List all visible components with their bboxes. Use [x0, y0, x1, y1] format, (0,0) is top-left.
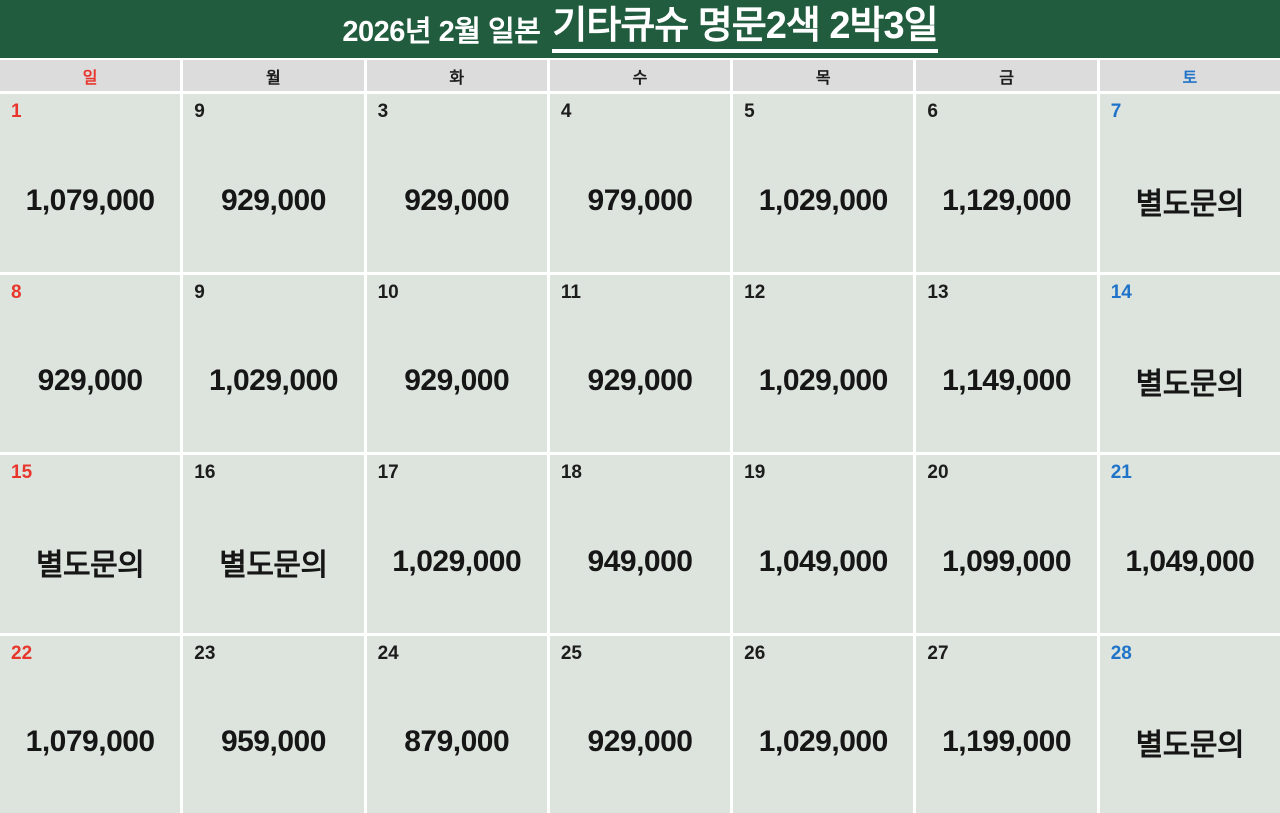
day-number: 26 — [744, 642, 766, 664]
day-cell-5-r0: 5 1,029,000 — [733, 94, 914, 272]
day-number: 20 — [927, 462, 949, 483]
day-number: 27 — [927, 642, 949, 664]
day-number: 3 — [377, 101, 389, 122]
price-value: 1,129,000 — [942, 183, 1072, 217]
day-cell-7-r0: 7 별도문의 — [1099, 94, 1280, 272]
price-value: 929,000 — [220, 183, 326, 217]
day-number: 13 — [927, 281, 949, 303]
day-cell-26-r3: 26 1,029,000 — [733, 635, 914, 813]
day-cell-14-r1: 14 별도문의 — [1099, 274, 1280, 452]
calendar-grid: 1 1,079,000 9 929,000 3 929,000 4 979,000 5 1,029… — [0, 94, 1280, 813]
title-bar: 2026년 2월 일본 기타큐슈 명문2색 2박3일 — [0, 0, 1280, 58]
price-value: 1,099,000 — [942, 544, 1072, 578]
weekday-label-1: 월 — [183, 60, 364, 91]
day-cell-4-r0: 4 979,000 — [549, 94, 731, 272]
day-cell-27-r3: 27 1,199,000 — [916, 635, 1097, 813]
day-number: 21 — [1110, 462, 1132, 483]
price-value: 929,000 — [587, 364, 693, 397]
weekday-label-2: 화 — [366, 60, 547, 91]
day-number: 24 — [377, 642, 399, 664]
day-cell-17-r2: 17 1,029,000 — [366, 455, 547, 633]
day-number: 12 — [744, 281, 766, 303]
day-number: 7 — [1110, 101, 1122, 122]
price-value: 1,149,000 — [942, 364, 1072, 397]
day-number: 8 — [11, 281, 22, 303]
price-value: 1,049,000 — [1125, 544, 1255, 578]
day-cell-25-r3: 25 929,000 — [549, 635, 731, 813]
price-value: 929,000 — [587, 725, 693, 758]
day-number: 9 — [194, 101, 205, 122]
weekday-label-3: 수 — [549, 60, 731, 91]
day-number: 1 — [11, 101, 22, 122]
day-number: 10 — [377, 281, 399, 303]
day-cell-12-r1: 12 1,029,000 — [733, 274, 914, 452]
weekday-label-0: 일 — [0, 60, 181, 91]
price-value: 1,029,000 — [208, 364, 338, 397]
day-number: 17 — [377, 462, 399, 483]
day-cell-9-r1: 9 1,029,000 — [183, 274, 364, 452]
weekday-label-4: 목 — [733, 60, 914, 91]
day-number: 15 — [11, 462, 33, 483]
price-value: 1,049,000 — [758, 544, 888, 578]
price-value: 879,000 — [404, 725, 510, 758]
price-value: 959,000 — [220, 725, 326, 758]
day-number: 5 — [744, 101, 755, 122]
price-value: 929,000 — [404, 183, 510, 217]
day-cell-23-r3: 23 959,000 — [183, 635, 364, 813]
inquiry-label: 별도문의 — [219, 548, 328, 582]
day-number: 14 — [1110, 281, 1132, 303]
weekday-label-5: 금 — [916, 60, 1097, 91]
day-number: 16 — [194, 462, 216, 483]
inquiry-label: 별도문의 — [35, 548, 145, 582]
weekday-label-6: 토 — [1099, 60, 1280, 91]
price-value: 1,029,000 — [758, 364, 888, 397]
price-value: 1,029,000 — [758, 183, 888, 217]
day-number: 28 — [1110, 642, 1132, 664]
price-value: 1,079,000 — [25, 183, 155, 217]
day-number: 4 — [560, 101, 572, 122]
day-number: 19 — [744, 462, 766, 483]
day-cell-9-r0: 9 929,000 — [183, 94, 364, 272]
day-number: 22 — [11, 642, 33, 664]
day-cell-20-r2: 20 1,099,000 — [916, 455, 1097, 633]
price-value: 979,000 — [587, 183, 693, 217]
day-number: 23 — [194, 642, 216, 664]
price-value: 929,000 — [37, 364, 143, 397]
day-cell-3-r0: 3 929,000 — [366, 94, 547, 272]
title-date-part: 2026년 2월 일본 — [342, 16, 541, 48]
inquiry-label: 별도문의 — [1135, 368, 1245, 401]
day-cell-18-r2: 18 949,000 — [549, 455, 731, 633]
price-value: 1,199,000 — [942, 725, 1072, 758]
price-value: 1,079,000 — [25, 725, 155, 758]
inquiry-label: 별도문의 — [1135, 729, 1245, 762]
price-value: 1,029,000 — [392, 544, 522, 578]
day-cell-28-r3: 28 별도문의 — [1099, 635, 1280, 813]
day-cell-19-r2: 19 1,049,000 — [733, 455, 914, 633]
day-number: 11 — [560, 281, 581, 303]
day-number: 18 — [560, 462, 582, 483]
day-cell-8-r1: 8 929,000 — [0, 274, 181, 452]
inquiry-label: 별도문의 — [1135, 187, 1245, 221]
day-number: 25 — [560, 642, 582, 664]
day-cell-15-r2: 15 별도문의 — [0, 455, 181, 633]
day-cell-6-r0: 6 1,129,000 — [916, 94, 1097, 272]
price-value: 949,000 — [587, 544, 693, 578]
day-cell-16-r2: 16 별도문의 — [183, 455, 364, 633]
day-number: 6 — [927, 101, 938, 122]
price-value: 929,000 — [404, 364, 510, 397]
day-cell-11-r1: 11 929,000 — [549, 274, 731, 452]
price-value: 1,029,000 — [758, 725, 888, 758]
day-cell-1-r0: 1 1,079,000 — [0, 94, 181, 272]
day-cell-21-r2: 21 1,049,000 — [1099, 455, 1280, 633]
day-cell-13-r1: 13 1,149,000 — [916, 274, 1097, 452]
title-tour-name: 기타큐슈 명문2색 2박3일 — [552, 5, 939, 54]
day-cell-22-r3: 22 1,079,000 — [0, 635, 181, 813]
day-number: 9 — [194, 281, 205, 303]
day-cell-10-r1: 10 929,000 — [366, 274, 547, 452]
day-cell-24-r3: 24 879,000 — [366, 635, 547, 813]
